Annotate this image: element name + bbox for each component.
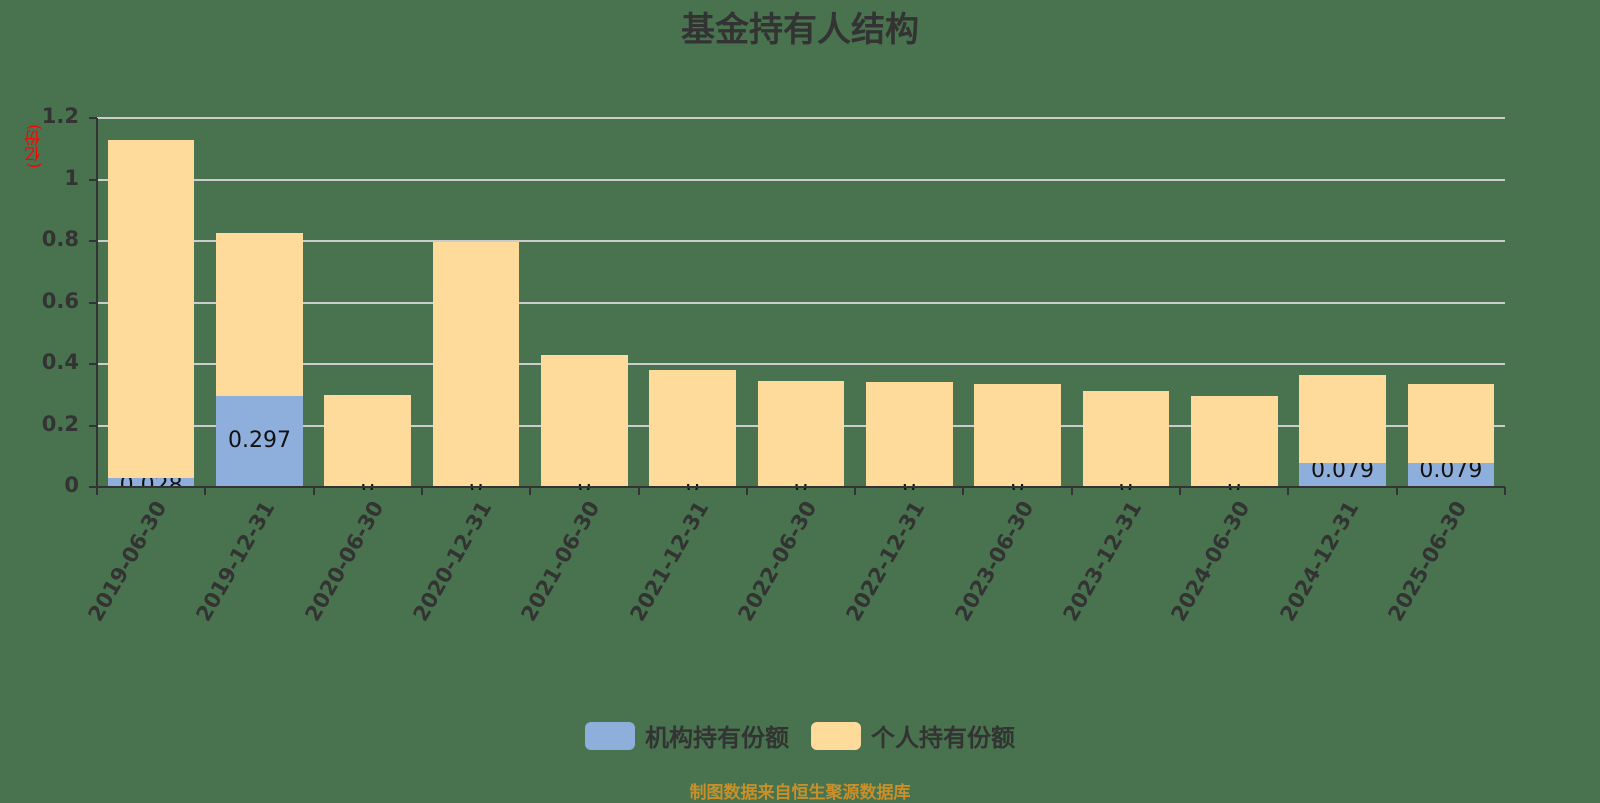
bar-individual (1299, 375, 1386, 463)
bar-individual (649, 370, 736, 487)
x-tick (1395, 487, 1398, 495)
bar-individual (107, 139, 195, 479)
x-tick-label: 2022-06-30 (733, 497, 822, 626)
x-tick-label: 2023-06-30 (950, 497, 1039, 626)
y-tick-label: 1.2 (41, 104, 79, 128)
legend-swatch-institutional (585, 721, 635, 750)
x-tick-label: 2024-06-30 (1166, 497, 1255, 626)
bar-individual (1407, 384, 1495, 463)
bar-institutional (107, 478, 195, 487)
x-tick (96, 487, 98, 495)
x-tick-label: 2023-12-31 (1058, 497, 1147, 626)
x-tick-label: 2025-06-30 (1383, 497, 1472, 626)
y-tick-label: 0.8 (41, 227, 79, 251)
legend-item-institutional[interactable]: 机构持有份额 (585, 718, 789, 753)
x-tick (1070, 487, 1073, 495)
legend: 机构持有份额 个人持有份额 (0, 718, 1600, 753)
x-tick (854, 487, 857, 495)
y-tick-label: 0.2 (41, 411, 79, 436)
x-tick (204, 487, 207, 495)
x-tick (1504, 487, 1506, 495)
source-note: 制图数据来自恒生聚源数据库 (689, 783, 911, 803)
bar-individual (216, 233, 303, 396)
x-tick (529, 487, 532, 495)
x-tick-label: 2020-12-31 (408, 497, 497, 626)
gridline (97, 117, 1505, 119)
y-tick-label: 0 (64, 473, 79, 497)
y-tick-label: 0.6 (41, 288, 79, 313)
y-tick (89, 424, 97, 427)
bar-individual (1190, 395, 1278, 487)
bar-institutional (1407, 462, 1495, 487)
legend-swatch-individual (811, 721, 861, 750)
gridline (97, 240, 1505, 242)
gridline (97, 301, 1505, 304)
y-tick-label: 1 (64, 165, 79, 190)
x-tick (1287, 487, 1290, 495)
x-tick (962, 487, 965, 495)
x-tick-label: 2022-12-31 (841, 497, 930, 626)
bar-individual (324, 395, 412, 487)
x-tick (637, 487, 640, 495)
bar-value-label: 0.079 (1419, 462, 1483, 483)
x-tick-label: 2021-12-31 (625, 497, 714, 626)
bar-individual (865, 382, 953, 487)
bar-value-label: 0.079 (1311, 462, 1375, 483)
legend-label: 机构持有份额 (645, 724, 789, 752)
x-tick (312, 487, 315, 495)
x-tick (1179, 487, 1182, 495)
bar-value-label: 0.297 (227, 428, 291, 454)
x-tick-label: 2019-06-30 (83, 497, 172, 626)
x-axis (97, 486, 1505, 488)
y-tick (89, 117, 97, 119)
y-tick (89, 178, 97, 181)
x-tick (745, 487, 748, 495)
y-tick (89, 240, 97, 242)
y-tick (89, 363, 97, 365)
bar-individual (541, 355, 628, 487)
x-tick-label: 2020-06-30 (300, 497, 389, 626)
bar-individual (432, 241, 520, 487)
y-tick (89, 486, 97, 488)
bar-individual (757, 381, 845, 487)
x-tick-label: 2021-06-30 (516, 497, 605, 626)
x-tick-label: 2024-12-31 (1274, 497, 1363, 626)
y-tick-label: 0.4 (41, 350, 79, 374)
bar-value-label: 0.028 (108, 478, 195, 487)
bar-institutional (1299, 462, 1386, 487)
y-tick (89, 301, 97, 304)
y-axis (96, 118, 98, 488)
bar-individual (974, 384, 1061, 487)
gridline (97, 178, 1505, 181)
chart-title: 基金持有人结构 (681, 10, 919, 50)
x-tick (420, 487, 423, 495)
legend-label: 个人持有份额 (871, 724, 1015, 752)
x-tick-label: 2019-12-31 (191, 497, 280, 626)
bar-individual (1082, 391, 1170, 487)
bar-institutional (216, 395, 303, 487)
gridline (97, 363, 1505, 365)
legend-item-individual[interactable]: 个人持有份额 (811, 718, 1015, 753)
